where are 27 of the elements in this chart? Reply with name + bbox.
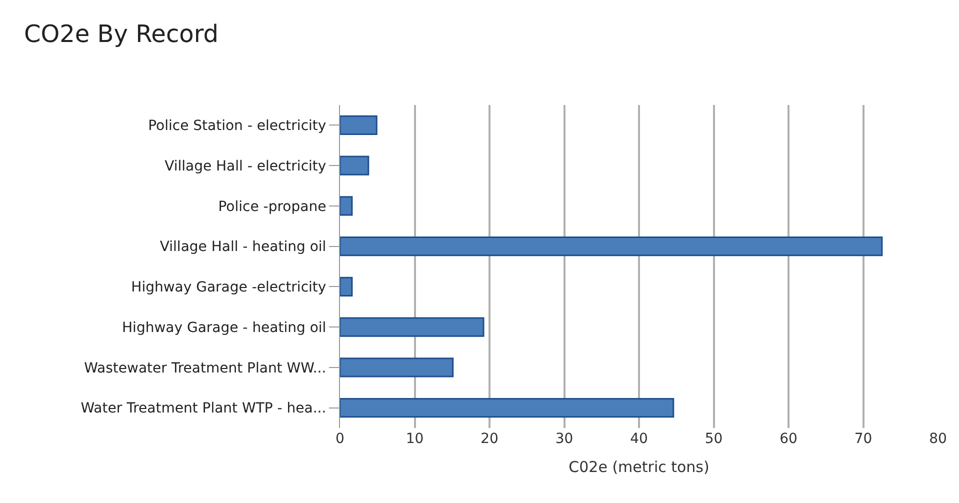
x-tick-label: 0: [336, 431, 344, 447]
x-tick-label: 70: [854, 431, 872, 447]
bar: [340, 317, 484, 337]
x-tick-label: 40: [630, 431, 648, 447]
bar: [340, 358, 454, 378]
bar: [340, 196, 353, 216]
y-tick-label: Water Treatment Plant WTP - hea...: [80, 400, 326, 417]
x-tick-label: 60: [780, 431, 798, 447]
y-tick-label: Police -propane: [218, 198, 326, 215]
y-tick-label: Highway Garage - heating oil: [122, 320, 326, 336]
x-tick-label: 50: [704, 431, 723, 447]
bar: [340, 276, 353, 297]
bar: [340, 398, 674, 418]
x-tick-label: 80: [929, 431, 947, 447]
y-tick-label: Police Station - electricity: [148, 118, 326, 134]
x-tick-label: 20: [480, 431, 498, 447]
y-tick-label: Wastewater Treatment Plant WW...: [84, 360, 326, 376]
bar: [340, 115, 378, 136]
bar: [340, 156, 370, 176]
y-tick-label: Village Hall - heating oil: [160, 239, 326, 256]
y-tick-label: Village Hall - electricity: [164, 158, 326, 174]
bar: [340, 236, 883, 256]
y-tick-label: Highway Garage -electricity: [131, 280, 326, 296]
x-axis-title: C02e (metric tons): [568, 458, 710, 476]
x-tick-label: 30: [555, 431, 574, 447]
x-tick-label: 10: [406, 431, 424, 447]
text: CO2e By Record: [24, 20, 219, 48]
